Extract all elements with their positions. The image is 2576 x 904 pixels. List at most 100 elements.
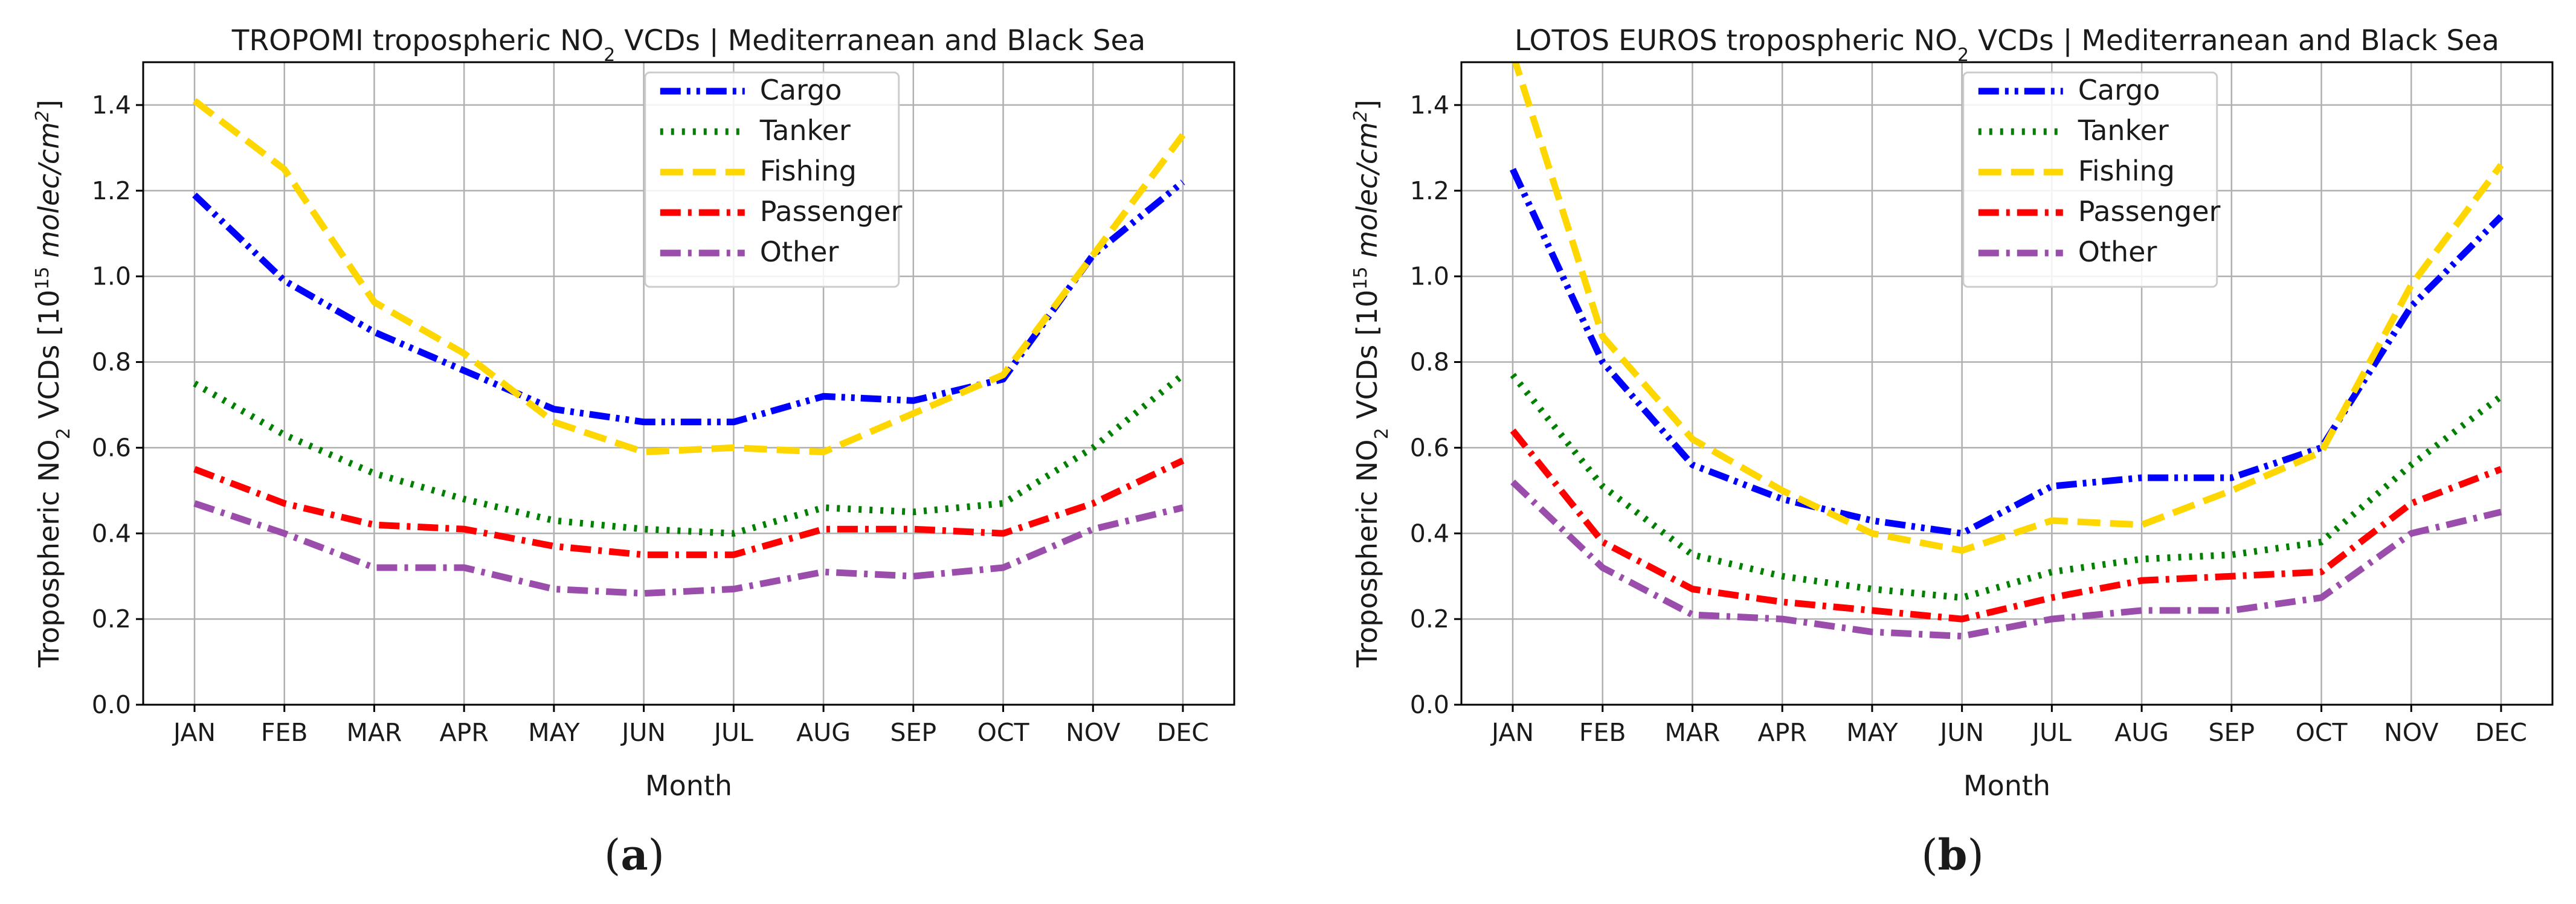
x-tick-label-nov: NOV (1066, 718, 1120, 747)
y-label-end: ] (33, 100, 65, 111)
y-tick-label: 0.0 (1410, 690, 1449, 719)
caption-paren-close: ) (1967, 830, 1983, 880)
caption-letter: b (1938, 830, 1968, 880)
y-label-text: Tropospheric NO (1351, 440, 1383, 668)
caption-paren-close: ) (648, 830, 665, 880)
x-tick-label-aug: AUG (796, 718, 851, 747)
caption-paren-open: ( (1921, 830, 1937, 880)
x-tick-label-sep: SEP (2208, 718, 2255, 747)
x-axis-label: Month (1963, 769, 2050, 802)
legend-label-cargo: Cargo (760, 74, 842, 106)
title-text: TROPOMI tropospheric NO (231, 24, 604, 57)
title-text-end: VCDs | Mediterranean and Black Sea (615, 24, 1145, 57)
panel-caption: (a) (604, 830, 665, 880)
series-line-cargo (192, 179, 1185, 426)
y-tick-label: 0.8 (1410, 348, 1449, 377)
legend: Cargo Tanker Fishing Passenger Other (1962, 71, 2221, 288)
plot-frame (1460, 61, 2554, 706)
title-subscript: 2 (604, 45, 615, 66)
y-tick-label: 0.8 (92, 348, 131, 377)
legend-label-cargo: Cargo (2078, 74, 2160, 106)
y-label-unit: molec/cm (1351, 122, 1383, 267)
x-tick-label-dec: DEC (1157, 718, 1209, 747)
series-line-other (1510, 479, 2502, 640)
legend-label-fishing: Fishing (760, 155, 857, 187)
y-tick-label: 1.4 (92, 91, 131, 120)
series-line-fishing (192, 98, 1186, 455)
y-label-unit: molec/cm (33, 122, 65, 267)
x-tick-label-may: MAY (1846, 718, 1898, 747)
x-tick-label-oct: OCT (977, 718, 1030, 747)
chart-panel-a: JAN FEB MAR APR MAY JUN JUL AUG SEP OCT NOV DEC 0.0 0… (32, 24, 1235, 880)
x-tick-label-sep: SEP (890, 718, 936, 747)
y-tick-label: 1.2 (1410, 176, 1449, 205)
x-tick-label-jun: JUN (620, 718, 666, 747)
legend-label-passenger: Passenger (2078, 195, 2221, 228)
x-tick-label-apr: APR (440, 718, 489, 747)
series-line-passenger (1510, 428, 2502, 623)
x-tick-label-oct: OCT (2296, 718, 2348, 747)
y-tick-label: 0.0 (92, 690, 131, 719)
panel-caption: (b) (1921, 830, 1984, 880)
y-tick-label: 0.6 (1410, 433, 1449, 462)
y-label-unit-superscript: 2 (1350, 111, 1371, 122)
legend-box (1962, 71, 2218, 288)
x-tick-label-feb: FEB (1579, 718, 1626, 747)
title-subscript: 2 (1957, 45, 1969, 66)
x-tick-label-jul: JUL (2030, 718, 2072, 747)
x-tick-label-mar: MAR (346, 718, 402, 747)
y-label-superscript: 15 (1350, 267, 1371, 290)
x-tick-label-mar: MAR (1664, 718, 1720, 747)
legend-label-passenger: Passenger (760, 195, 903, 228)
x-tick-label-jun: JUN (1938, 718, 1984, 747)
x-tick-label-jul: JUL (712, 718, 753, 747)
series-group (1510, 62, 2504, 640)
x-tick-label-feb: FEB (261, 718, 308, 747)
x-tick-label-dec: DEC (2475, 718, 2527, 747)
series-line-tanker (193, 372, 1185, 537)
y-tick-label: 1.0 (1410, 262, 1449, 291)
plot-frame (142, 61, 1235, 706)
x-tick-label-jan: JAN (172, 718, 216, 747)
y-label-text-mid: VCDs [10 (33, 290, 65, 428)
y-label-text: Tropospheric NO (33, 440, 65, 668)
x-tick-label-jan: JAN (1490, 718, 1534, 747)
series-line-other (193, 500, 1184, 597)
legend-label-other: Other (760, 236, 839, 268)
legend-label-tanker: Tanker (2078, 114, 2169, 147)
y-label-subscript: 2 (1371, 428, 1393, 439)
x-tick-label-apr: APR (1758, 718, 1807, 747)
legend-label-other: Other (2078, 236, 2157, 268)
chart-panel-b: JAN FEB MAR APR MAY JUN JUL AUG SEP OCT NOV DEC 0.0 0… (1350, 24, 2554, 880)
y-label-text-mid: VCDs [10 (1351, 290, 1383, 428)
y-tick-label: 0.6 (92, 433, 131, 462)
y-label-unit-superscript: 2 (32, 111, 53, 122)
caption-letter: a (620, 830, 648, 880)
y-axis-label: Tropospheric NO2 VCDs [1015 molec/cm2] (32, 100, 74, 668)
y-tick-label: 1.4 (1410, 91, 1449, 120)
y-label-end: ] (1351, 100, 1383, 111)
title-text: LOTOS EUROS tropospheric NO (1515, 24, 1957, 57)
x-tick-label-may: MAY (528, 718, 580, 747)
title-text-end: VCDs | Mediterranean and Black Sea (1969, 24, 2499, 57)
x-tick-label-aug: AUG (2114, 718, 2169, 747)
legend-box (644, 71, 900, 288)
y-tick-label: 0.2 (1410, 604, 1449, 633)
y-tick-label: 0.4 (92, 519, 131, 548)
y-label-superscript: 15 (32, 267, 53, 290)
y-label-subscript: 2 (53, 428, 74, 439)
series-line-tanker (1510, 373, 2504, 601)
series-line-passenger (193, 457, 1185, 559)
y-tick-label: 1.2 (92, 176, 131, 205)
caption-paren-open: ( (604, 830, 620, 880)
series-group (192, 98, 1186, 597)
chart-title: TROPOMI tropospheric NO2 VCDs | Mediterr… (231, 24, 1145, 66)
chart-title: LOTOS EUROS tropospheric NO2 VCDs | Medi… (1515, 24, 2499, 66)
legend: Cargo Tanker Fishing Passenger Other (644, 71, 903, 288)
x-axis-label: Month (645, 769, 732, 802)
y-tick-label: 1.0 (92, 262, 131, 291)
legend-label-fishing: Fishing (2078, 155, 2175, 187)
y-tick-label: 0.2 (92, 604, 131, 633)
x-tick-label-nov: NOV (2384, 718, 2438, 747)
